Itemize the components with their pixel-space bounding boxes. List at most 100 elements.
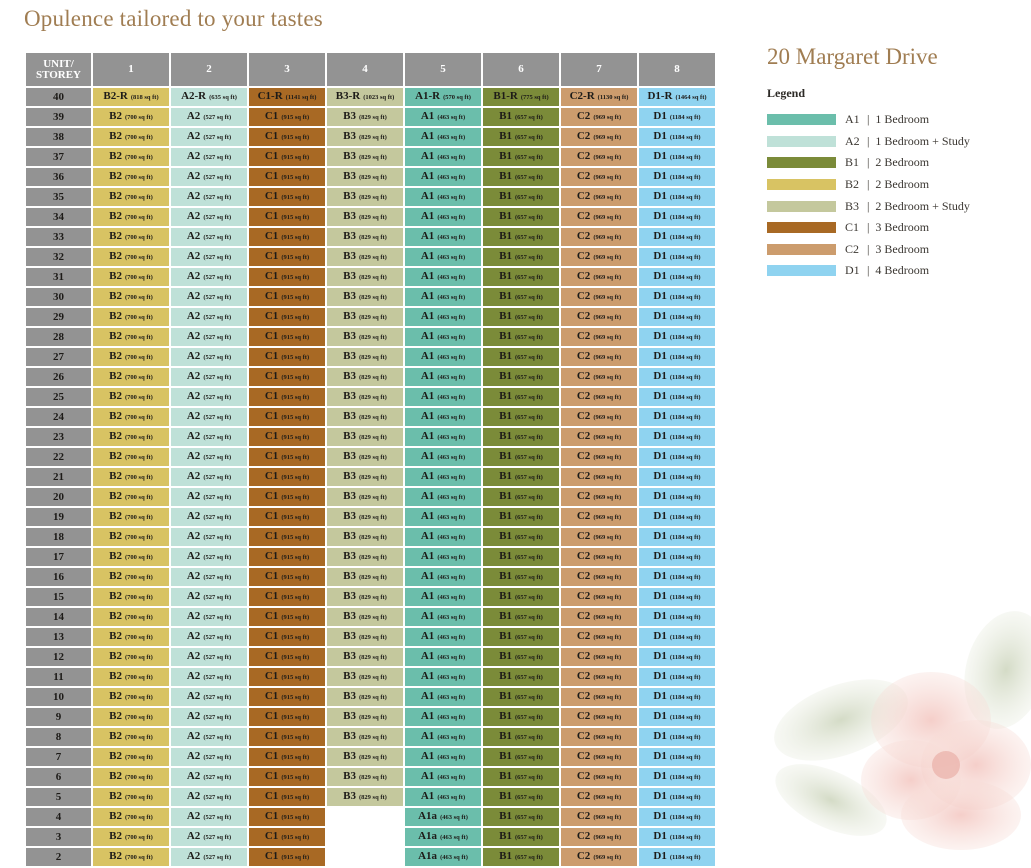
unit-type: B2 — [109, 690, 123, 702]
unit-size: (463 sq ft) — [437, 474, 466, 481]
unit-type: A1 — [420, 690, 435, 702]
unit-size: (463 sq ft) — [437, 574, 466, 581]
unit-size: (915 sq ft) — [281, 574, 310, 581]
unit-cell: A2 (527 sq ft) — [171, 268, 247, 286]
unit-cell: A1 (463 sq ft) — [405, 368, 481, 386]
unit-size: (969 sq ft) — [593, 534, 622, 541]
unit-type: C1 — [264, 610, 279, 622]
unit-cell: A2 (527 sq ft) — [171, 248, 247, 266]
unit-type: B1 — [499, 630, 513, 642]
unit-cell: A2 (527 sq ft) — [171, 708, 247, 726]
unit-type: A2 — [186, 250, 201, 262]
unit-type: B3 — [343, 630, 357, 642]
unit-size: (700 sq ft) — [125, 574, 153, 581]
unit-size: (969 sq ft) — [593, 574, 622, 581]
unit-size: (1184 sq ft) — [669, 794, 701, 801]
unit-cell: A1 (463 sq ft) — [405, 308, 481, 326]
unit-size: (915 sq ft) — [281, 314, 310, 321]
unit-cell: C2 (969 sq ft) — [561, 588, 637, 606]
unit-cell: C1 (915 sq ft) — [249, 608, 325, 626]
unit-column-header: 4 — [327, 53, 403, 86]
unit-size: (1130 sq ft) — [597, 94, 629, 101]
unit-cell: C2 (969 sq ft) — [561, 108, 637, 126]
unit-size: (527 sq ft) — [203, 454, 232, 461]
unit-type: A2-R — [181, 90, 207, 102]
unit-size: (700 sq ft) — [125, 594, 153, 601]
unit-type: C2 — [576, 130, 591, 142]
unit-type: A2 — [186, 830, 201, 842]
unit-size: (1184 sq ft) — [669, 434, 701, 441]
unit-cell: C1 (915 sq ft) — [249, 448, 325, 466]
unit-cell: B1 (657 sq ft) — [483, 668, 559, 686]
unit-type: B3 — [343, 430, 357, 442]
unit-cell: B1 (657 sq ft) — [483, 288, 559, 306]
flower-illustration — [774, 611, 1031, 850]
unit-cell: B3 (829 sq ft) — [327, 268, 403, 286]
unit-size: (463 sq ft) — [437, 734, 466, 741]
unit-size: (915 sq ft) — [281, 814, 310, 821]
unit-size: (1184 sq ft) — [669, 514, 701, 521]
unit-size: (915 sq ft) — [281, 754, 310, 761]
unit-size: (829 sq ft) — [359, 794, 387, 801]
legend-separator: | — [867, 220, 870, 235]
unit-size: (829 sq ft) — [359, 574, 387, 581]
unit-type: C2 — [576, 250, 591, 262]
unit-cell: C2 (969 sq ft) — [561, 608, 637, 626]
unit-type: D1 — [653, 310, 667, 322]
unit-type: C1 — [264, 490, 279, 502]
unit-cell: A2 (527 sq ft) — [171, 728, 247, 746]
unit-size: (829 sq ft) — [359, 734, 387, 741]
unit-size: (915 sq ft) — [281, 734, 310, 741]
unit-cell: C1 (915 sq ft) — [249, 768, 325, 786]
unit-size: (1184 sq ft) — [669, 614, 701, 621]
unit-cell: A2 (527 sq ft) — [171, 448, 247, 466]
unit-type: B3 — [343, 190, 357, 202]
unit-cell: A2 (527 sq ft) — [171, 588, 247, 606]
storey-row: 30 B2 (700 sq ft) A2 (527 sq ft) C1 (915 sq ft… — [26, 288, 715, 306]
unit-size: (829 sq ft) — [359, 614, 387, 621]
unit-size: (657 sq ft) — [515, 434, 543, 441]
unit-cell: D1 (1184 sq ft) — [639, 588, 715, 606]
unit-size: (1184 sq ft) — [669, 154, 701, 161]
unit-type: A2 — [186, 690, 201, 702]
unit-cell: C1 (915 sq ft) — [249, 528, 325, 546]
unit-type: A1 — [420, 610, 435, 622]
unit-type: C1 — [264, 110, 279, 122]
unit-size: (829 sq ft) — [359, 414, 387, 421]
unit-column-header: 7 — [561, 53, 637, 86]
empty-cell — [327, 808, 403, 826]
unit-size: (1184 sq ft) — [669, 534, 701, 541]
unit-size: (969 sq ft) — [593, 454, 622, 461]
unit-cell: B2 (700 sq ft) — [93, 248, 169, 266]
unit-type: C2 — [576, 190, 591, 202]
unit-type: A1 — [420, 210, 435, 222]
unit-type: B1 — [499, 370, 513, 382]
unit-cell: D1 (1184 sq ft) — [639, 248, 715, 266]
unit-size: (657 sq ft) — [515, 574, 543, 581]
unit-type: C2 — [576, 170, 591, 182]
unit-type: B3 — [343, 410, 357, 422]
unit-cell: C2 (969 sq ft) — [561, 768, 637, 786]
unit-type: B1 — [499, 470, 513, 482]
unit-cell: C1 (915 sq ft) — [249, 708, 325, 726]
unit-type: C2 — [576, 710, 591, 722]
project-name: 20 Margaret Drive — [767, 44, 938, 69]
unit-size: (915 sq ft) — [281, 594, 310, 601]
unit-type: D1-R — [647, 90, 673, 102]
unit-size: (915 sq ft) — [281, 394, 310, 401]
unit-cell: C1 (915 sq ft) — [249, 388, 325, 406]
unit-cell: C1 (915 sq ft) — [249, 468, 325, 486]
unit-cell: B1 (657 sq ft) — [483, 428, 559, 446]
unit-size: (915 sq ft) — [281, 514, 310, 521]
storey-row: 29 B2 (700 sq ft) A2 (527 sq ft) C1 (915 sq ft… — [26, 308, 715, 326]
unit-type: C1 — [264, 750, 279, 762]
unit-size: (700 sq ft) — [125, 194, 153, 201]
unit-type: B2 — [109, 290, 123, 302]
unit-size: (657 sq ft) — [515, 654, 543, 661]
unit-type: C1 — [264, 190, 279, 202]
legend-item: B2 | 2 Bedroom — [767, 174, 970, 196]
unit-cell: B1 (657 sq ft) — [483, 468, 559, 486]
unit-type: A1 — [420, 770, 435, 782]
unit-size: (1184 sq ft) — [669, 254, 701, 261]
unit-size: (700 sq ft) — [125, 234, 153, 241]
